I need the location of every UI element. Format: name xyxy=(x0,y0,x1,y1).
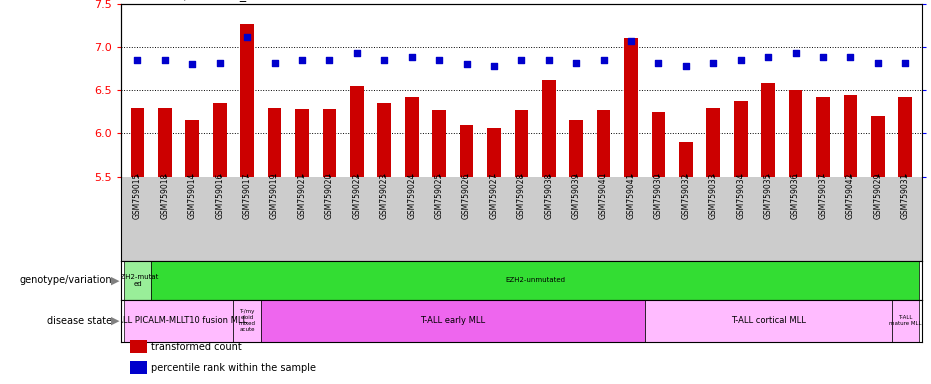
Bar xyxy=(679,142,693,177)
Point xyxy=(897,60,912,66)
Bar xyxy=(843,94,857,177)
Point xyxy=(459,61,474,68)
Point xyxy=(239,33,254,40)
Bar xyxy=(487,128,501,177)
Bar xyxy=(240,24,254,177)
Bar xyxy=(158,108,171,177)
Text: ▶: ▶ xyxy=(111,316,119,326)
Bar xyxy=(652,112,666,177)
Bar xyxy=(645,300,892,342)
Text: disease state: disease state xyxy=(47,316,112,326)
Text: transformed count: transformed count xyxy=(151,341,241,352)
Bar xyxy=(130,340,147,353)
Bar xyxy=(405,97,419,177)
Bar xyxy=(762,83,775,177)
Bar xyxy=(432,110,446,177)
Bar xyxy=(124,261,151,300)
Point xyxy=(377,57,392,63)
Bar xyxy=(542,80,556,177)
Bar xyxy=(124,300,234,342)
Point xyxy=(130,57,145,63)
Bar xyxy=(185,121,199,177)
Bar xyxy=(789,90,803,177)
Point xyxy=(596,57,611,63)
Bar xyxy=(570,121,583,177)
Bar xyxy=(515,110,528,177)
Bar xyxy=(130,108,144,177)
Point xyxy=(404,55,419,61)
Text: GDS4300 / 227303_at: GDS4300 / 227303_at xyxy=(121,0,259,1)
Point xyxy=(487,63,502,69)
Point xyxy=(185,61,200,68)
Bar xyxy=(460,125,473,177)
Text: ▶: ▶ xyxy=(111,275,119,285)
Bar xyxy=(261,300,645,342)
Point xyxy=(212,60,227,66)
Text: T-ALL early MLL: T-ALL early MLL xyxy=(420,316,485,325)
Bar xyxy=(377,103,391,177)
Text: EZH2-unmutated: EZH2-unmutated xyxy=(506,277,565,283)
Point xyxy=(651,60,666,66)
Point xyxy=(294,57,309,63)
Point xyxy=(267,60,282,66)
Point xyxy=(870,60,885,66)
Text: EZH2-mutat
ed: EZH2-mutat ed xyxy=(116,274,158,287)
Point xyxy=(569,60,584,66)
Point xyxy=(541,57,556,63)
Point xyxy=(843,55,857,61)
Point xyxy=(349,50,364,56)
Point xyxy=(514,57,529,63)
Point xyxy=(157,57,172,63)
Point xyxy=(734,57,749,63)
Bar xyxy=(130,361,147,374)
Point xyxy=(789,50,803,56)
Bar xyxy=(213,103,226,177)
Bar xyxy=(322,109,336,177)
Bar xyxy=(268,108,281,177)
Bar xyxy=(350,86,364,177)
Bar xyxy=(624,38,638,177)
Bar xyxy=(892,300,919,342)
Bar xyxy=(234,300,261,342)
Bar xyxy=(295,109,309,177)
Bar xyxy=(707,108,721,177)
Text: T-ALL PICALM-MLLT10 fusion MLL: T-ALL PICALM-MLLT10 fusion MLL xyxy=(110,316,247,325)
Text: T-/my
eloid
mixed
acute: T-/my eloid mixed acute xyxy=(238,310,256,332)
Point xyxy=(706,60,721,66)
Point xyxy=(679,63,694,69)
Bar xyxy=(871,116,884,177)
Point xyxy=(624,38,639,44)
Bar xyxy=(898,97,912,177)
Point xyxy=(816,55,830,61)
Point xyxy=(761,55,776,61)
Text: genotype/variation: genotype/variation xyxy=(20,275,112,285)
Point xyxy=(432,57,447,63)
Bar xyxy=(734,101,748,177)
Text: T-ALL
mature MLL: T-ALL mature MLL xyxy=(889,315,922,326)
Bar xyxy=(597,110,611,177)
Text: T-ALL cortical MLL: T-ALL cortical MLL xyxy=(731,316,805,325)
Bar xyxy=(816,97,830,177)
Text: percentile rank within the sample: percentile rank within the sample xyxy=(151,362,316,373)
Point xyxy=(322,57,337,63)
